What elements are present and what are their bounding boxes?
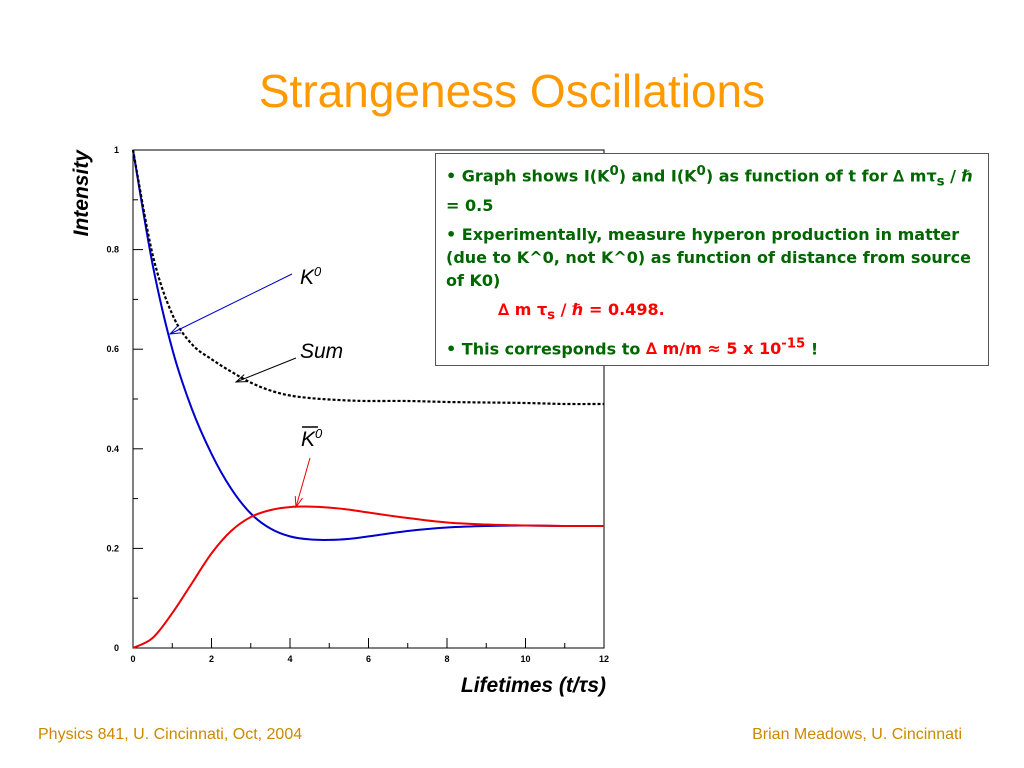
info-bullet-1: • Graph shows I(K0) and I(K0) as functio… xyxy=(446,164,973,215)
x-tick-label: 4 xyxy=(287,654,292,664)
chart-curves xyxy=(131,149,605,649)
footer-right: Brian Meadows, U. Cincinnati xyxy=(752,726,962,743)
series-line-k0bar xyxy=(132,505,605,649)
label-sum: Sum xyxy=(300,340,343,363)
y-tick-label: 0.2 xyxy=(106,543,119,553)
y-tick-label: 0 xyxy=(114,643,119,653)
series-line-k0 xyxy=(132,149,605,541)
y-tick-label: 1 xyxy=(114,145,119,155)
arrow-k0-head xyxy=(168,325,181,335)
x-tick-label: 8 xyxy=(444,654,449,664)
x-tick-label: 2 xyxy=(209,654,214,664)
info-bullet-2: • Experimentally, measure hyperon produc… xyxy=(446,224,971,290)
arrow-k0bar xyxy=(295,457,311,508)
arrow-k0 xyxy=(169,273,293,335)
chart-axes: 0 2 4 6 8 10 12 0 0.2 0.4 0.6 0.8 1 Lifetimes (t/τs) I… xyxy=(70,145,609,697)
info-result: ∆ m τs / ℏ = 0.498. xyxy=(498,299,665,323)
info-bullet-3: • This corresponds to ∆ m/m ≈ 5 x 10-15 … xyxy=(446,336,819,359)
y-tick-label: 0.6 xyxy=(106,344,119,354)
info-box: • Graph shows I(K0) and I(K0) as functio… xyxy=(435,153,989,366)
y-axis-label: Intensity xyxy=(70,149,93,237)
arrow-sum xyxy=(235,357,297,383)
arrow-k0bar-head xyxy=(294,495,303,509)
x-axis-label: Lifetimes (t/τs) xyxy=(461,674,606,697)
label-k0: K0 xyxy=(300,264,322,289)
label-k0bar: K0 xyxy=(301,426,323,451)
chart-annotations: K0 Sum K0 xyxy=(168,264,343,509)
x-tick-label: 0 xyxy=(130,654,135,664)
x-tick-label: 6 xyxy=(366,654,371,664)
x-tick-label: 10 xyxy=(520,654,530,664)
y-tick-label: 0.8 xyxy=(106,245,119,255)
x-tick-label: 12 xyxy=(599,654,609,664)
footer-left: Physics 841, U. Cincinnati, Oct, 2004 xyxy=(38,726,303,743)
slide-title: Strangeness Oscillations xyxy=(258,65,766,117)
y-tick-label: 0.4 xyxy=(106,444,119,454)
series-line-sum xyxy=(131,149,605,406)
arrow-sum-head xyxy=(234,374,248,383)
